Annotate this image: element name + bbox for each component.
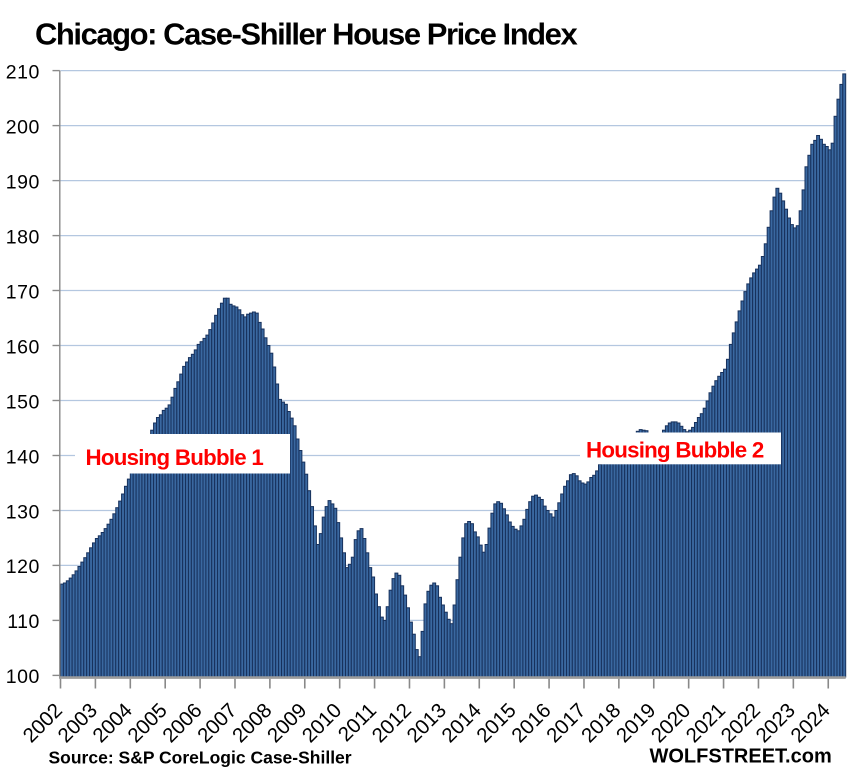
svg-text:Housing Bubble 2: Housing Bubble 2	[586, 437, 764, 462]
svg-text:160: 160	[6, 336, 40, 358]
svg-text:110: 110	[7, 611, 40, 633]
svg-text:140: 140	[6, 446, 40, 468]
svg-text:130: 130	[6, 501, 40, 523]
svg-text:200: 200	[6, 116, 40, 138]
svg-text:170: 170	[6, 281, 40, 303]
svg-text:120: 120	[6, 556, 40, 578]
svg-text:Housing Bubble 1: Housing Bubble 1	[86, 445, 264, 470]
svg-text:190: 190	[6, 171, 40, 193]
svg-text:150: 150	[6, 391, 40, 413]
svg-text:180: 180	[6, 226, 40, 248]
svg-text:Chicago: Case-Shiller House Pr: Chicago: Case-Shiller House Price Index	[35, 16, 578, 51]
svg-text:100: 100	[6, 666, 40, 688]
svg-text:210: 210	[6, 61, 40, 83]
svg-text:Source: S&P CoreLogic Case-Shi: Source: S&P CoreLogic Case-Shiller	[49, 748, 352, 768]
svg-text:WOLFSTREET.com: WOLFSTREET.com	[650, 746, 832, 768]
